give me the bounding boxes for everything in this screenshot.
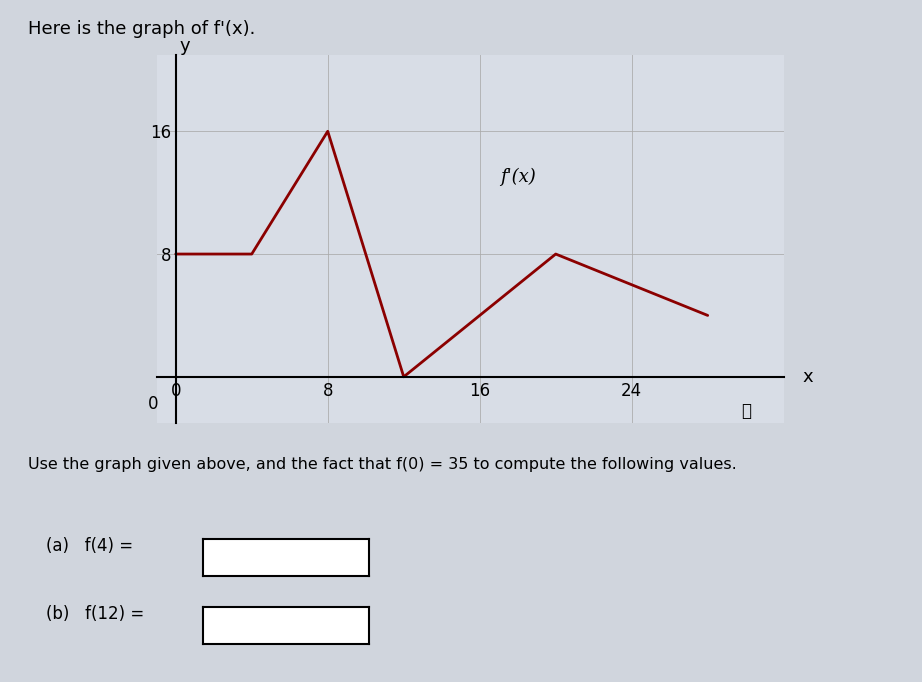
Text: x: x	[803, 368, 813, 386]
Text: f'(x): f'(x)	[500, 168, 536, 186]
Text: ⓘ: ⓘ	[740, 402, 751, 419]
Text: 0: 0	[148, 396, 159, 413]
Text: y: y	[180, 37, 191, 55]
Text: (a)   f(4) =: (a) f(4) =	[46, 537, 133, 554]
Text: (b)   f(12) =: (b) f(12) =	[46, 605, 145, 623]
Text: Use the graph given above, and the fact that f(0) = 35 to compute the following : Use the graph given above, and the fact …	[28, 457, 737, 472]
Text: Here is the graph of f'(x).: Here is the graph of f'(x).	[28, 20, 255, 38]
